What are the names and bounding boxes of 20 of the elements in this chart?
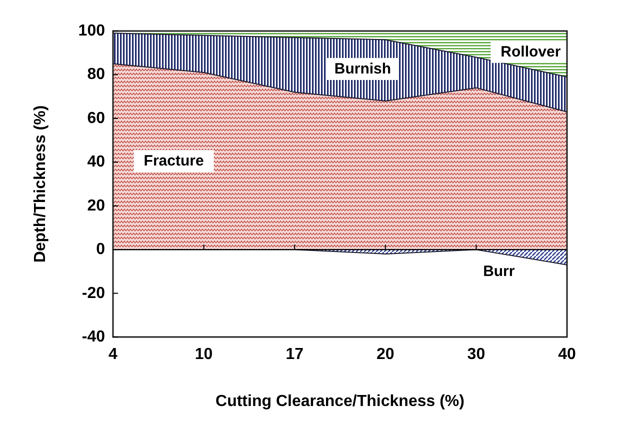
- y-tick-label: -40: [82, 328, 106, 346]
- y-tick-label: 0: [96, 241, 106, 258]
- y-tick-label: 80: [87, 66, 106, 84]
- x-tick-label: 30: [467, 346, 486, 363]
- series-label: Fracture: [144, 152, 204, 170]
- y-axis-title: Depth/Thickness (%): [32, 105, 49, 263]
- x-tick-label: 20: [376, 346, 394, 363]
- x-tick-label: 17: [286, 346, 304, 363]
- x-axis-title: Cutting Clearance/Thickness (%): [216, 393, 464, 410]
- y-tick-label: -20: [82, 284, 106, 302]
- y-tick-label: 100: [78, 22, 106, 40]
- series-label: Burnish: [334, 60, 392, 78]
- x-tick-label: 10: [194, 346, 213, 363]
- x-tick-label: 40: [558, 346, 576, 363]
- y-tick-label: 60: [87, 110, 106, 127]
- series-label: Burr: [483, 262, 515, 280]
- x-tick-label: 4: [108, 346, 118, 363]
- y-tick-label: 40: [87, 154, 106, 171]
- series-label: Rollover: [500, 43, 561, 60]
- y-tick-label: 20: [87, 197, 106, 214]
